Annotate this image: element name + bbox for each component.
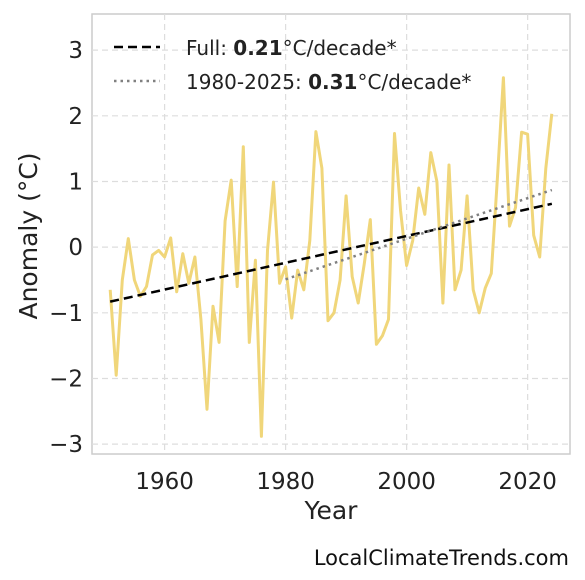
series-layer bbox=[108, 76, 554, 438]
trend-line-full bbox=[109, 202, 553, 303]
anomaly-series-line bbox=[108, 76, 554, 438]
trend-line-recent bbox=[285, 188, 553, 281]
x-tick-label: 2000 bbox=[377, 469, 436, 495]
y-tick-label: 3 bbox=[68, 38, 83, 64]
credit-text: LocalClimateTrends.com bbox=[313, 546, 569, 570]
y-tick-label: −2 bbox=[49, 366, 83, 392]
grid bbox=[92, 14, 570, 454]
x-axis-title: Year bbox=[304, 496, 359, 525]
legend-label-full: Full: 0.21°C/decade* bbox=[186, 36, 397, 60]
legend-label-recent: 1980-2025: 0.31°C/decade* bbox=[186, 70, 471, 94]
x-tick-label: 2020 bbox=[498, 469, 557, 495]
x-tick-label: 1980 bbox=[256, 469, 315, 495]
y-tick-labels: −3 −2 −1 0 1 2 3 bbox=[49, 38, 83, 458]
trend-layer bbox=[109, 188, 553, 303]
y-tick-label: −3 bbox=[49, 432, 83, 458]
y-tick-label: 2 bbox=[68, 104, 83, 130]
chart-svg: 1960 1980 2000 2020 −3 −2 −1 0 1 2 3 Year Anomaly… bbox=[14, 13, 571, 525]
y-tick-label: −1 bbox=[49, 301, 83, 327]
plot-frame bbox=[91, 13, 571, 455]
y-axis-title: Anomaly (°C) bbox=[14, 152, 43, 319]
x-tick-label: 1960 bbox=[135, 469, 194, 495]
y-tick-label: 1 bbox=[68, 169, 83, 195]
x-tick-labels: 1960 1980 2000 2020 bbox=[135, 469, 557, 495]
legend: Full: 0.21°C/decade* 1980-2025: 0.31°C/d… bbox=[114, 36, 471, 94]
y-tick-label: 0 bbox=[68, 235, 83, 261]
